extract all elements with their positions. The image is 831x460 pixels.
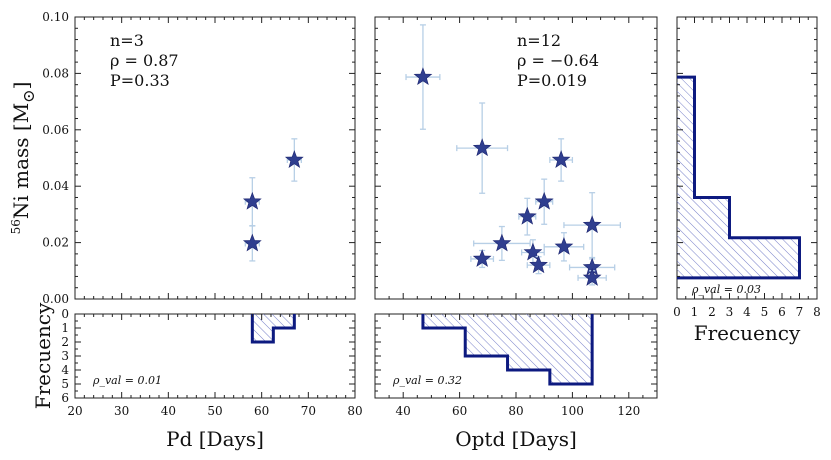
pd-pval: ρ_val = 0.01 (92, 374, 162, 387)
mass-histogram-step (677, 75, 801, 280)
data-point (284, 138, 304, 182)
optd-pval: ρ_val = 0.32 (392, 374, 462, 387)
star-marker (242, 233, 262, 252)
y-axis-label-close: ] (9, 82, 33, 90)
x-tick-label: 1 (691, 305, 699, 319)
y-tick-label: 3 (61, 349, 69, 363)
mass-histogram-fill (677, 77, 800, 278)
x-tick-label: 4 (743, 305, 751, 319)
y-tick-label: 4 (61, 363, 69, 377)
x-tick-label: 50 (207, 404, 222, 418)
star-marker (534, 191, 554, 210)
y-tick-label: 0.00 (42, 292, 69, 306)
mass-pval: ρ_val = 0.03 (691, 283, 761, 296)
y-tick-label: 2 (61, 335, 69, 349)
y-tick-label: 0.06 (42, 123, 69, 137)
frecuency-ylabel: Frecuency (31, 302, 55, 409)
data-point (526, 255, 551, 275)
y-tick-label: 5 (61, 377, 69, 391)
optd-scatter-panel: n=12 ρ = −0.64 P=0.019 (374, 16, 658, 300)
optd-n-annotation: n=12 (517, 31, 561, 50)
optd-scatter-frame (374, 16, 658, 300)
x-tick-label: 20 (67, 404, 82, 418)
pd-n-annotation: n=3 (110, 31, 144, 50)
data-point (242, 225, 262, 262)
star-marker (551, 150, 571, 168)
y-tick-label: 0.08 (42, 66, 69, 80)
x-tick-label: 6 (778, 305, 786, 319)
data-point (577, 267, 607, 286)
optd-histogram-panel: 40 60 80 100 120 ρ_val = 0.32 Optd [Days] (374, 313, 658, 451)
y-tick-label: 0 (61, 307, 69, 321)
x-tick-label: 5 (761, 305, 769, 319)
y-tick-label: 0.02 (42, 236, 69, 250)
optd-rho-annotation: ρ = −0.64 (517, 51, 599, 70)
x-tick-label: 80 (508, 404, 523, 418)
star-marker (582, 215, 602, 234)
star-marker (517, 206, 537, 225)
y-tick-label: 0.04 (42, 179, 69, 193)
data-point (563, 192, 621, 259)
x-tick-label: 8 (813, 305, 821, 319)
pd-scatter-panel: 0.00 0.02 0.04 0.06 0.08 0.10 n=3 ρ = 0.87 P=… (42, 10, 356, 306)
x-tick-label: 40 (396, 404, 411, 418)
star-marker (284, 150, 304, 168)
x-tick-label: 2 (708, 305, 716, 319)
y-tick-label: 6 (61, 391, 69, 405)
data-point (405, 24, 441, 130)
x-tick-label: 80 (347, 404, 362, 418)
y-axis-label-main: Ni mass [M (9, 103, 33, 219)
y-tick-label: 0.10 (42, 10, 69, 24)
sun-symbol: ⊙ (19, 89, 38, 102)
x-tick-label: 40 (161, 404, 176, 418)
x-tick-label: 30 (114, 404, 129, 418)
star-marker (472, 249, 492, 267)
data-point (473, 225, 531, 262)
data-point (470, 249, 495, 269)
optd-p-annotation: P=0.019 (517, 71, 587, 90)
optd-xlabel: Optd [Days] (455, 427, 577, 451)
histogram-step (421, 314, 594, 386)
pd-p-annotation: P=0.33 (110, 71, 170, 90)
star-marker (242, 191, 262, 210)
x-tick-label: 120 (617, 404, 640, 418)
star-marker (472, 138, 492, 157)
data-point (517, 197, 537, 236)
data-point (543, 232, 585, 262)
x-tick-label: 60 (254, 404, 269, 418)
mass-histogram-xlabel: Frecuency (694, 321, 801, 345)
star-marker (554, 236, 574, 255)
star-marker (413, 67, 433, 86)
pd-rho-annotation: ρ = 0.87 (110, 51, 179, 70)
star-marker (582, 267, 602, 286)
x-tick-label: 0 (673, 305, 681, 319)
star-marker (492, 233, 512, 252)
data-point (549, 138, 574, 182)
y-tick-label: 1 (61, 321, 69, 335)
x-tick-label: 100 (561, 404, 584, 418)
x-tick-label: 70 (301, 404, 316, 418)
data-point (456, 102, 509, 194)
histogram-step (250, 314, 296, 344)
y-axis-label-superscript: 56 (9, 219, 23, 234)
x-tick-label: 3 (726, 305, 734, 319)
star-marker (529, 255, 548, 274)
data-point (534, 178, 554, 225)
y-axis-label: 56Ni mass [M⊙] (9, 82, 38, 235)
star-marker (523, 242, 543, 261)
x-tick-label: 60 (452, 404, 467, 418)
data-point (242, 177, 262, 227)
pd-xlabel: Pd [Days] (166, 427, 264, 451)
x-tick-label: 7 (796, 305, 804, 319)
